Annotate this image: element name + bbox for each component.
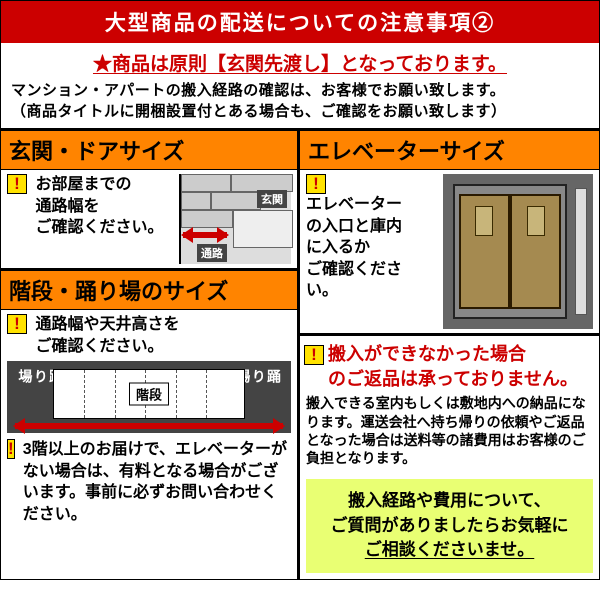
tsuro-label: 通路 (197, 244, 227, 262)
intro-line-2: （商品タイトルに開梱設置付とある場合も、ご確認をお願い致します） (11, 101, 589, 122)
delivery-notice-page: 大型商品の配送についての注意事項② ★商品は原則【玄関先渡し】となっております。… (0, 0, 600, 580)
left-column: 玄関・ドアサイズ ! お部屋までの 通路幅を ご確認ください。 玄関 (1, 131, 300, 579)
stairs-label: 階段 (129, 383, 169, 406)
stairs-text-1: 通路幅や天井高さを ご確認ください。 (35, 314, 179, 357)
return-warning-box: ! 搬入ができなかった場合 のご返品は承っておりません。 搬入できる室内もしくは… (304, 342, 595, 473)
entrance-section-body: ! お部屋までの 通路幅を ご確認ください。 玄関 通路 (1, 170, 297, 268)
page-title: 大型商品の配送についての注意事項② (105, 12, 495, 35)
entrance-diagram: 玄関 通路 (179, 174, 291, 264)
genkan-label: 玄関 (257, 190, 287, 208)
return-warning-body: 搬入できる室内もしくは敷地内への納品になります。運送会社へ持ち帰りの依頼やご返品… (304, 392, 595, 473)
entrance-section-header: 玄関・ドアサイズ (1, 131, 297, 170)
right-column: エレベーターサイズ ! エレベーター の入口と庫内 に入るか ご確認ください。 (300, 131, 599, 579)
highlight-line: ★商品は原則【玄関先渡し】となっております。 (1, 43, 599, 78)
elevator-diagram (443, 174, 593, 329)
stairs-section-body: ! 通路幅や天井高さを ご確認ください。 踊 り 場 踊 り 場 階段 ! (1, 310, 297, 530)
intro-line-1: マンション・アパートの搬入経路の確認は、お客様でお願い致します。 (11, 80, 589, 101)
stairs-text-2: 3階以上のお届けで、エレベーターがない場合は、有料となる場合がございます。事前に… (23, 439, 291, 525)
inquiry-line-2: ご質問がありましたらお気軽に (314, 514, 585, 539)
elevator-text: エレベーター の入口と庫内 に入るか ご確認ください。 (306, 194, 433, 302)
page-title-bar: 大型商品の配送についての注意事項② (1, 1, 599, 43)
warning-icon: ! (7, 174, 27, 194)
entrance-text: お部屋までの 通路幅を ご確認ください。 (35, 174, 163, 239)
stairs-section-header: 階段・踊り場のサイズ (1, 271, 297, 310)
inquiry-line-3: ご相談くださいませ。 (314, 538, 585, 563)
warning-icon: ! (7, 439, 15, 459)
return-warning-title: 搬入ができなかった場合 のご返品は承っておりません。 (328, 342, 578, 392)
inquiry-line-1: 搬入経路や費用について、 (314, 489, 585, 514)
warning-icon: ! (7, 314, 27, 334)
warning-icon: ! (306, 174, 326, 194)
two-column-layout: 玄関・ドアサイズ ! お部屋までの 通路幅を ご確認ください。 玄関 (1, 128, 599, 579)
stairs-diagram: 踊 り 場 踊 り 場 階段 (7, 361, 291, 433)
intro-text: マンション・アパートの搬入経路の確認は、お客様でお願い致します。 （商品タイトル… (1, 78, 599, 128)
inquiry-box: 搬入経路や費用について、 ご質問がありましたらお気軽に ご相談くださいませ。 (306, 479, 593, 573)
elevator-section-body: ! エレベーター の入口と庫内 に入るか ご確認ください。 (300, 170, 599, 333)
elevator-section-header: エレベーターサイズ (300, 131, 599, 170)
warning-icon: ! (304, 345, 324, 365)
